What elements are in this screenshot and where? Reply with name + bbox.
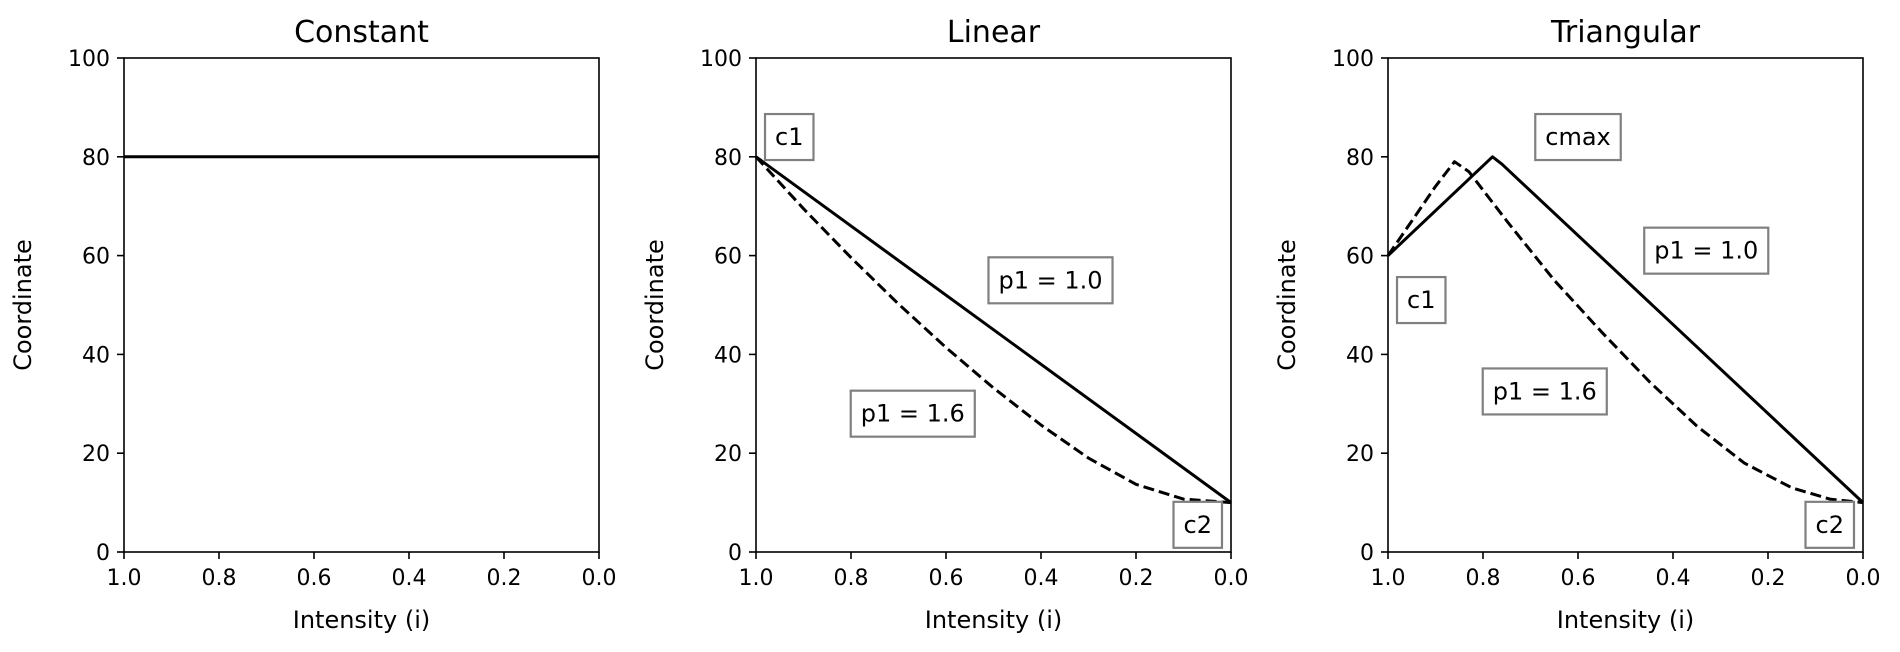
annotation-0: cmax: [1534, 112, 1622, 162]
chart-panel-1: Linear 1.0 0.8 0.6 0.4 0.2 0.0 0 20 40 60 80 100 Inte…: [641, 15, 1249, 634]
annotation-label: p1 = 1.6: [1493, 377, 1597, 405]
chart-title: Triangular: [1550, 15, 1701, 50]
y-tick-label: 0: [96, 541, 110, 566]
annotation-label: p1 = 1.0: [998, 266, 1102, 294]
y-tick-label: 60: [714, 245, 742, 270]
y-tick-label: 60: [1346, 245, 1374, 270]
plot-frame: [755, 57, 1232, 553]
annotation-4: c2: [1804, 500, 1856, 549]
y-axis-label: Coordinate: [641, 239, 669, 371]
annotation-label: c1: [1407, 286, 1435, 314]
x-tick-label: 0.4: [392, 566, 427, 591]
annotation-box: [1804, 500, 1856, 549]
annotation-label: c2: [1184, 511, 1212, 539]
series-line-1: [1386, 160, 1864, 505]
x-tick-label: 0.4: [1024, 566, 1059, 591]
annotation-label: cmax: [1545, 123, 1610, 151]
chart-title: Constant: [294, 15, 429, 50]
annotation-box: [1534, 112, 1622, 162]
y-tick-label: 0: [728, 541, 742, 566]
annotation-0: c1: [763, 112, 815, 162]
y-tick-label: 100: [1332, 47, 1374, 72]
x-tick-label: 1.0: [107, 566, 142, 591]
y-tick-label: 20: [82, 442, 110, 467]
x-tick-label: 0.8: [202, 566, 237, 591]
annotation-label: c1: [775, 123, 803, 151]
x-tick-label: 0.4: [1656, 566, 1691, 591]
annotation-box: [987, 256, 1114, 305]
x-tick-label: 0.2: [1751, 566, 1786, 591]
x-tick-label: 0.6: [1561, 566, 1596, 591]
plot-frame: [123, 57, 600, 553]
plot-frame: [1387, 57, 1864, 553]
annotation-box: [1481, 367, 1608, 416]
series-line-0: [1386, 155, 1865, 504]
y-axis-label: Coordinate: [9, 239, 37, 371]
annotation-2: c1: [1395, 275, 1447, 325]
annotation-1: p1 = 1.0: [987, 256, 1114, 305]
annotation-2: p1 = 1.6: [849, 389, 976, 438]
chart-panel-0: Constant 1.0 0.8 0.6 0.4 0.2 0.0 0 20 40 60 80 100 In…: [9, 15, 617, 634]
annotation-3: c2: [1172, 500, 1224, 549]
x-axis-label: Intensity (i): [1557, 606, 1694, 634]
annotation-label: c2: [1816, 511, 1844, 539]
series-line-0: [755, 155, 1232, 504]
y-tick-label: 100: [68, 47, 110, 72]
annotation-box: [1172, 500, 1224, 549]
y-tick-label: 100: [700, 47, 742, 72]
chart-panel-2: Triangular 1.0 0.8 0.6 0.4 0.2 0.0 0 20 40 60 80 100…: [1273, 15, 1881, 634]
y-tick-label: 80: [1346, 146, 1374, 171]
annotation-box: [763, 112, 815, 162]
annotation-box: [1395, 275, 1447, 325]
annotation-label: p1 = 1.6: [861, 400, 965, 428]
y-tick-label: 40: [82, 343, 110, 368]
x-tick-label: 0.0: [1846, 566, 1881, 591]
x-tick-label: 0.8: [1466, 566, 1501, 591]
x-tick-label: 0.0: [582, 566, 617, 591]
y-tick-label: 60: [82, 245, 110, 270]
y-tick-label: 0: [1360, 541, 1374, 566]
x-tick-label: 0.2: [487, 566, 522, 591]
y-tick-label: 80: [714, 146, 742, 171]
x-tick-label: 1.0: [739, 566, 774, 591]
x-tick-label: 0.2: [1119, 566, 1154, 591]
chart-title: Linear: [947, 15, 1041, 50]
x-tick-label: 0.6: [929, 566, 964, 591]
x-axis-label: Intensity (i): [925, 606, 1062, 634]
x-tick-label: 1.0: [1371, 566, 1406, 591]
annotation-1: p1 = 1.0: [1643, 226, 1770, 275]
y-tick-label: 20: [714, 442, 742, 467]
y-axis-label: Coordinate: [1273, 239, 1301, 371]
y-tick-label: 40: [1346, 343, 1374, 368]
annotation-3: p1 = 1.6: [1481, 367, 1608, 416]
x-tick-label: 0.0: [1214, 566, 1249, 591]
y-tick-label: 20: [1346, 442, 1374, 467]
x-axis-label: Intensity (i): [293, 606, 430, 634]
x-tick-label: 0.6: [297, 566, 332, 591]
y-tick-label: 40: [714, 343, 742, 368]
annotation-box: [1643, 226, 1770, 275]
y-tick-label: 80: [82, 146, 110, 171]
x-tick-label: 0.8: [834, 566, 869, 591]
annotation-label: p1 = 1.0: [1654, 237, 1758, 265]
series-line-1: [754, 155, 1232, 505]
annotation-box: [849, 389, 976, 438]
